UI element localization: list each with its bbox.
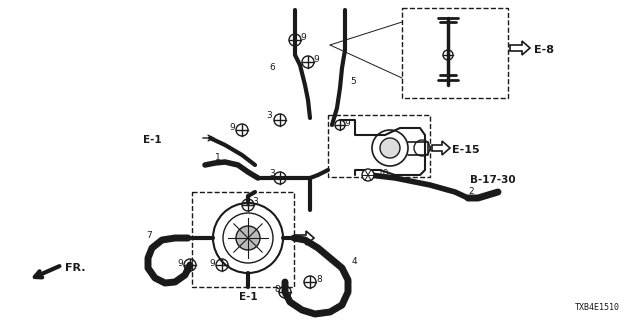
Text: E-1: E-1: [143, 135, 162, 145]
Text: E-1: E-1: [239, 292, 257, 302]
Text: 9: 9: [209, 259, 215, 268]
Text: 5: 5: [350, 77, 356, 86]
Text: 9: 9: [344, 118, 349, 127]
Text: 3: 3: [269, 169, 275, 178]
Text: 10: 10: [378, 169, 390, 178]
Text: 9: 9: [229, 124, 235, 132]
Text: 4: 4: [352, 258, 358, 267]
Text: 3: 3: [266, 111, 272, 121]
Text: B-17-30: B-17-30: [470, 175, 516, 185]
Text: 9: 9: [177, 259, 183, 268]
Text: FR.: FR.: [65, 263, 86, 273]
Text: 1: 1: [215, 153, 221, 162]
Text: 2: 2: [468, 187, 474, 196]
Text: 9: 9: [300, 34, 306, 43]
Text: 7: 7: [147, 230, 152, 239]
Text: 6: 6: [269, 63, 275, 73]
Circle shape: [236, 226, 260, 250]
Text: 9: 9: [313, 55, 319, 65]
Bar: [402, 8, 508, 98]
Bar: [192, 192, 294, 287]
Bar: [328, 115, 430, 177]
Text: E-15: E-15: [452, 145, 479, 155]
Circle shape: [362, 169, 374, 181]
Text: 3: 3: [252, 197, 258, 206]
Circle shape: [380, 138, 400, 158]
Text: 8: 8: [275, 285, 280, 294]
Text: TXB4E1510: TXB4E1510: [575, 303, 620, 312]
Text: E-8: E-8: [534, 45, 554, 55]
Text: 8: 8: [316, 276, 322, 284]
